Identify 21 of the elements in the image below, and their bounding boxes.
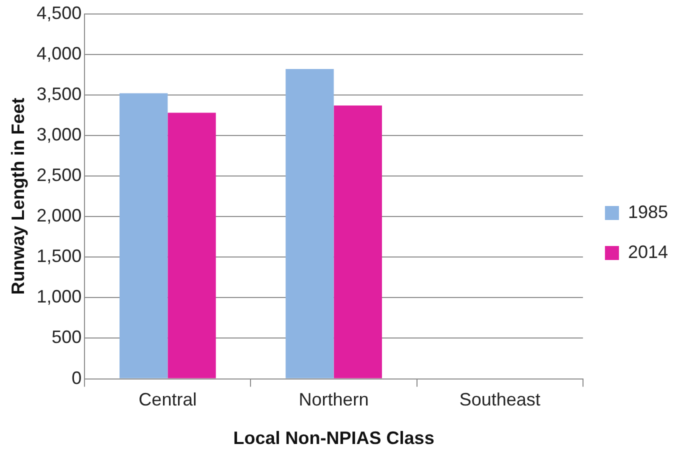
- bar: [334, 105, 382, 378]
- legend-label: 1985: [628, 202, 668, 222]
- y-tick-label: 0: [72, 368, 82, 388]
- y-tick-label: 1,500: [36, 246, 82, 266]
- y-tick-label: 3,500: [36, 84, 82, 104]
- bar: [168, 112, 216, 378]
- bar: [286, 68, 334, 378]
- y-tick-label: 500: [52, 327, 82, 348]
- x-tick-label: Northern: [298, 390, 369, 410]
- bar: [120, 93, 168, 378]
- y-tick-label: 4,000: [36, 43, 82, 64]
- legend-label: 2014: [628, 242, 668, 262]
- x-tick-label: Central: [138, 390, 197, 410]
- y-tick-label: 3,000: [36, 124, 82, 144]
- y-tick-label: 2,500: [36, 164, 82, 185]
- y-axis-title: Runway Length in Feet: [8, 98, 28, 295]
- x-tick-label: Southeast: [459, 390, 540, 410]
- y-tick-label: 2,000: [36, 206, 82, 226]
- y-tick-label: 4,500: [36, 2, 82, 23]
- y-tick-label: 1,000: [36, 286, 82, 307]
- x-axis-title: Local Non-NPIAS Class: [233, 428, 434, 448]
